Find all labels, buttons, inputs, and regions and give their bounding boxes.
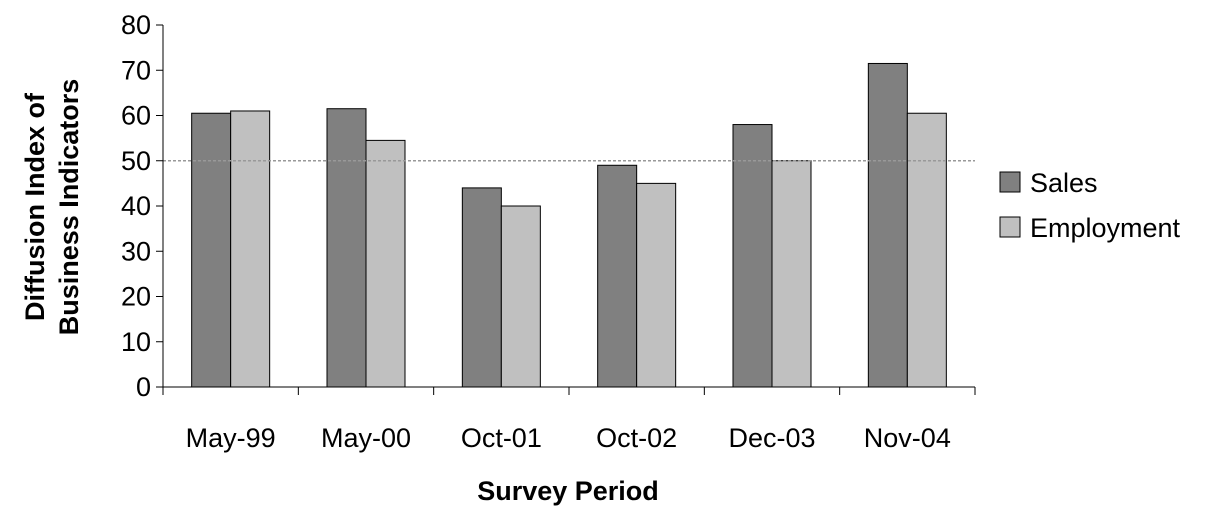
legend-label-sales: Sales xyxy=(1030,168,1098,198)
y-axis-ticks: 0 10 20 30 40 50 60 70 80 xyxy=(121,10,163,402)
bar-employment-nov-04 xyxy=(906,112,947,388)
bar-sales-may-99 xyxy=(191,112,232,388)
y-axis-title-line-1: Diffusion Index of xyxy=(20,92,50,321)
bar-sales-oct-01 xyxy=(461,187,502,388)
x-tick-label: May-99 xyxy=(186,423,276,453)
y-tick-label: 70 xyxy=(121,55,151,85)
y-tick-label: 60 xyxy=(121,101,151,131)
y-tick-label: 30 xyxy=(121,236,151,266)
bar-employment-oct-01 xyxy=(500,205,541,388)
x-tick-label: Dec-03 xyxy=(728,423,815,453)
bar-employment-dec-03 xyxy=(771,160,812,388)
legend-label-employment: Employment xyxy=(1030,213,1181,243)
x-tick-label: Nov-04 xyxy=(864,423,951,453)
y-tick-label: 20 xyxy=(121,282,151,312)
y-tick-label: 50 xyxy=(121,146,151,176)
legend-swatch-employment xyxy=(999,216,1021,238)
bar-sales-oct-02 xyxy=(597,164,638,388)
axes xyxy=(162,25,975,388)
y-tick-label: 80 xyxy=(121,10,151,40)
bar-employment-oct-02 xyxy=(636,182,677,388)
y-tick-label: 10 xyxy=(121,327,151,357)
bar-sales-dec-03 xyxy=(732,124,773,388)
x-axis-title: Survey Period xyxy=(477,476,659,506)
x-tick-label: Oct-02 xyxy=(596,423,677,453)
bar-sales-nov-04 xyxy=(867,62,908,388)
y-axis-title-line-2: Business Indicators xyxy=(54,79,84,336)
y-tick-label: 40 xyxy=(121,191,151,221)
legend-swatch-sales xyxy=(999,171,1021,193)
y-axis-title: Diffusion Index of Business Indicators xyxy=(20,79,84,336)
x-tick-label: May-00 xyxy=(321,423,411,453)
x-tick-label: Oct-01 xyxy=(461,423,542,453)
y-tick-label: 0 xyxy=(136,372,151,402)
bars xyxy=(191,62,947,388)
legend: Sales Employment xyxy=(999,168,1181,243)
bar-employment-may-99 xyxy=(230,110,271,388)
bar-sales-may-00 xyxy=(326,108,367,388)
bar-employment-may-00 xyxy=(365,139,406,388)
x-axis-ticks: May-99 May-00 Oct-01 Oct-02 Dec-03 Nov-04 xyxy=(162,387,976,453)
